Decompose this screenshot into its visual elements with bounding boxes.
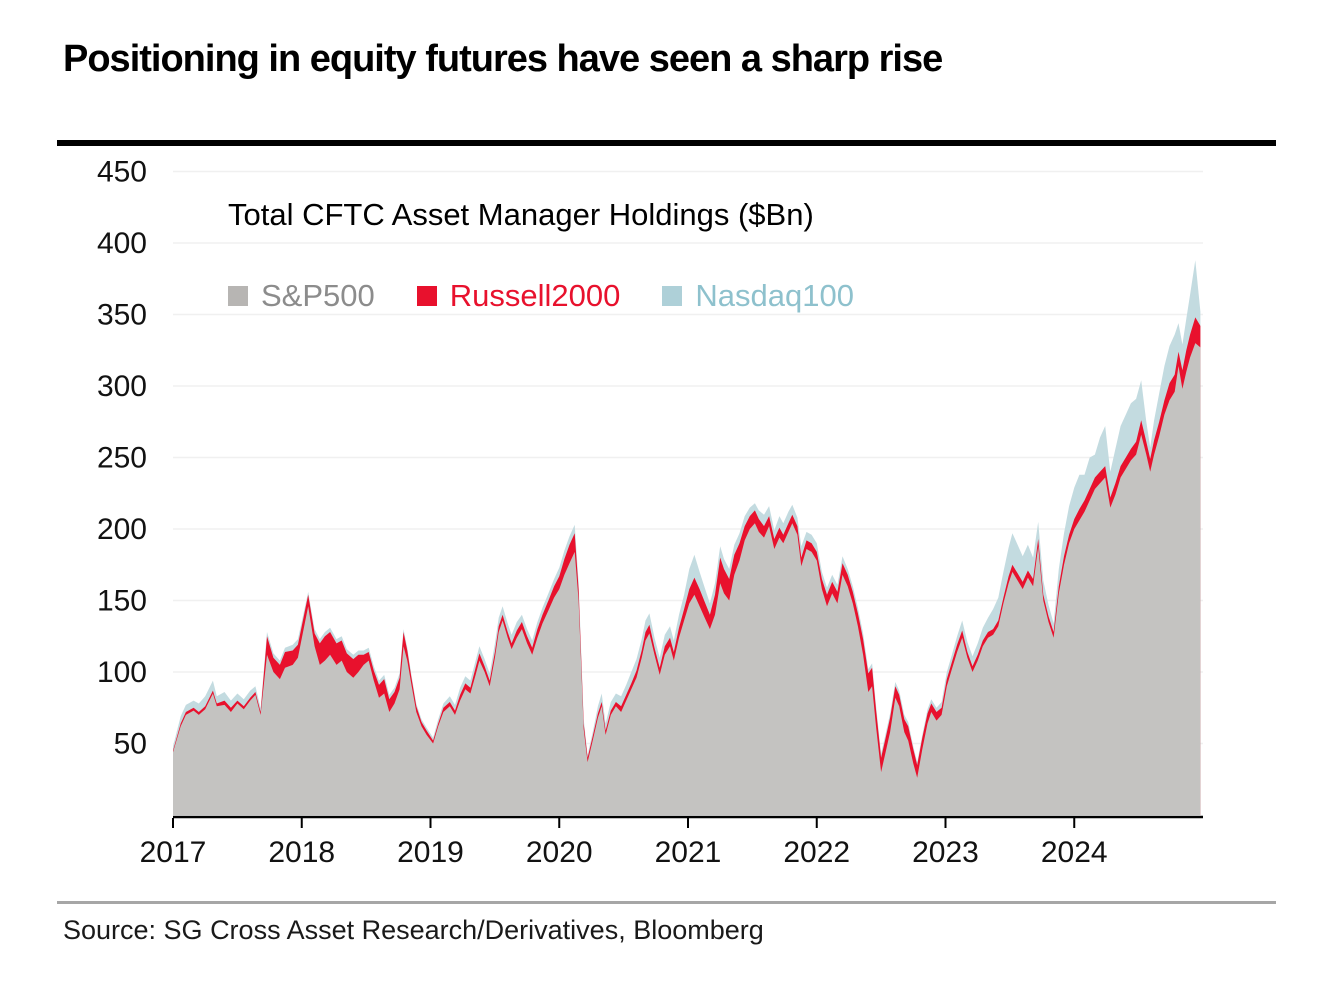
legend-label: S&P500 <box>261 278 375 313</box>
y-axis-label: 250 <box>97 442 147 475</box>
legend-item-russell2000: Russell2000 <box>416 278 621 314</box>
title-rule <box>57 140 1276 146</box>
x-axis-label: 2019 <box>397 836 464 869</box>
x-axis-label: 2017 <box>140 836 207 869</box>
chart-legend: S&P500 Russell2000 Nasdaq100 <box>228 278 896 314</box>
area-s&p500 <box>173 343 1201 815</box>
page-title: Positioning in equity futures have seen … <box>63 38 943 80</box>
y-axis-label: 100 <box>97 656 147 689</box>
source-attribution: Source: SG Cross Asset Research/Derivati… <box>63 915 764 945</box>
legend-item-sp500: S&P500 <box>228 278 375 314</box>
y-axis-label: 400 <box>97 227 147 260</box>
x-axis-label: 2021 <box>655 836 722 869</box>
x-axis-label: 2023 <box>912 836 979 869</box>
x-axis-label: 2020 <box>526 836 593 869</box>
y-axis-label: 50 <box>114 728 147 761</box>
chart-subtitle: Total CFTC Asset Manager Holdings ($Bn) <box>228 197 814 232</box>
y-axis-label: 350 <box>97 299 147 332</box>
legend-label: Nasdaq100 <box>695 278 854 313</box>
legend-swatch-icon <box>228 286 248 306</box>
x-axis-label: 2024 <box>1041 836 1108 869</box>
y-axis-label: 200 <box>97 513 147 546</box>
y-axis-label: 150 <box>97 585 147 618</box>
legend-item-nasdaq100: Nasdaq100 <box>662 278 854 314</box>
y-axis-label: 450 <box>97 156 147 189</box>
source-rule <box>57 901 1276 904</box>
y-axis-label: 300 <box>97 370 147 403</box>
legend-swatch-icon <box>416 286 437 306</box>
x-axis-label: 2022 <box>783 836 850 869</box>
legend-swatch-icon <box>662 286 683 306</box>
legend-label: Russell2000 <box>449 278 621 313</box>
x-axis-label: 2018 <box>268 836 335 869</box>
